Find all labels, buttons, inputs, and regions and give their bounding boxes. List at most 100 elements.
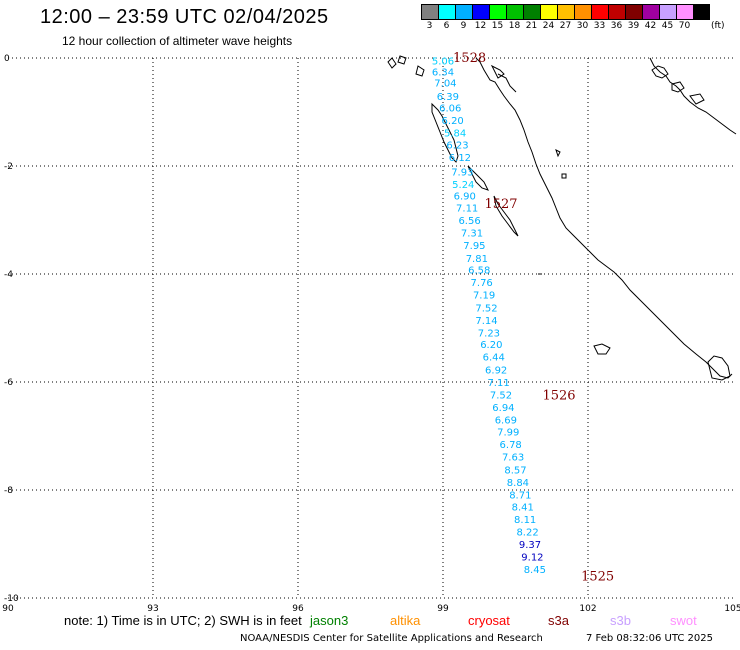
scale-swatch xyxy=(591,4,608,20)
wave-height-label: 6.12 xyxy=(449,153,471,164)
enggano-island xyxy=(593,343,611,355)
wave-height-label: 6.20 xyxy=(442,116,464,127)
wave-height-label: 7.99 xyxy=(497,428,519,439)
wave-height-label: 8.71 xyxy=(509,490,531,501)
scale-tick-label: 30 xyxy=(576,21,589,31)
color-scale-legend: 3 6 9 12 15 18 21 24 27 30 33 36 39 42 45 70 (ft) xyxy=(421,4,725,31)
wave-height-label: 6.78 xyxy=(500,440,522,451)
footer-timestamp: 7 Feb 08:32:06 UTC 2025 xyxy=(586,633,713,644)
wave-height-label: 8.41 xyxy=(512,503,534,514)
southeast-island xyxy=(707,355,731,381)
wave-height-observations: 5.066.347.046.396.066.205.846.236.127.93… xyxy=(432,57,546,576)
chart-title: 12:00 – 23:59 UTC 02/04/2025 xyxy=(40,6,329,28)
wave-height-label: 6.39 xyxy=(437,92,459,103)
wave-height-label: 6.92 xyxy=(485,366,507,377)
satellite-legend-swot: swot xyxy=(670,613,697,628)
wave-height-label: 7.52 xyxy=(490,390,512,401)
scale-tick-label: 45 xyxy=(661,21,674,31)
satellite-legend-altika: altika xyxy=(390,613,421,628)
scale-tick-label: 3 xyxy=(426,21,433,31)
axis-tick-labels: 90 93 96 99 102 105 0 -2 -4 -6 -8 -10 xyxy=(2,54,740,614)
wave-height-label: 6.20 xyxy=(480,340,502,351)
wave-height-label: 6.23 xyxy=(446,140,468,151)
orbit-number-label: 1528 xyxy=(453,51,486,66)
small-island-east-2 xyxy=(561,173,567,179)
wave-height-label: 9.37 xyxy=(519,540,541,551)
chart-subtitle: 12 hour collection of altimeter wave hei… xyxy=(62,34,293,48)
wave-height-label: 7.76 xyxy=(471,278,493,289)
wave-height-label: 6.34 xyxy=(432,68,454,79)
scale-tick-label: 39 xyxy=(627,21,640,31)
scale-tick-label: 36 xyxy=(610,21,623,31)
satellite-legend-s3a: s3a xyxy=(548,613,569,628)
wave-height-label: 8.84 xyxy=(507,478,529,489)
orbit-number-label: 1527 xyxy=(484,197,517,212)
northwest-coast-strip xyxy=(490,64,517,93)
orbit-number-labels: 1528 1527 1526 1525 xyxy=(453,51,614,584)
mentawai-islands xyxy=(467,165,519,237)
wave-height-label: 6.94 xyxy=(492,403,514,414)
satellite-legend-s3b: s3b xyxy=(610,613,631,628)
wave-height-label: 6.56 xyxy=(458,216,480,227)
wave-height-label: 6.44 xyxy=(483,353,505,364)
scale-tick-label: 6 xyxy=(443,21,450,31)
scale-tick-label: 24 xyxy=(542,21,555,31)
scale-tick-label: 12 xyxy=(474,21,487,31)
wave-height-label: 7.23 xyxy=(478,328,500,339)
scale-tick-label: 15 xyxy=(491,21,504,31)
scale-tick-label: 42 xyxy=(644,21,657,31)
scale-swatch xyxy=(421,4,438,20)
scale-tick-label: 70 xyxy=(678,21,691,31)
wave-height-label: 7.93 xyxy=(451,167,473,178)
small-island-east-1 xyxy=(555,149,561,158)
scale-unit-label: (ft) xyxy=(711,21,725,31)
graticule xyxy=(8,57,733,599)
scale-swatch xyxy=(438,4,455,20)
scale-swatch xyxy=(506,4,523,20)
wave-height-label: 7.11 xyxy=(487,378,509,389)
longitude-tick-label: 90 xyxy=(2,604,14,614)
scale-swatch xyxy=(608,4,625,20)
wave-height-label: 8.11 xyxy=(514,515,536,526)
scale-swatch xyxy=(540,4,557,20)
north-islets xyxy=(387,55,425,77)
wave-height-label: 7.31 xyxy=(461,228,483,239)
scale-swatch xyxy=(489,4,506,20)
footer-credit: NOAA/NESDIS Center for Satellite Applica… xyxy=(240,633,543,644)
longitude-tick-label: 93 xyxy=(147,604,158,614)
wave-height-label: 5.24 xyxy=(452,180,474,191)
wave-height-label: 7.19 xyxy=(473,291,495,302)
scale-swatch xyxy=(557,4,574,20)
scale-tick-label: 18 xyxy=(508,21,521,31)
siberut-island xyxy=(431,102,459,163)
scale-tick-label: 27 xyxy=(559,21,572,31)
orbit-number-label: 1525 xyxy=(581,569,614,584)
wave-height-label: 6.90 xyxy=(454,192,476,203)
latitude-tick-label: -2 xyxy=(4,162,13,172)
note-text: note: 1) Time is in UTC; 2) SWH is in fe… xyxy=(64,613,302,628)
scale-swatch xyxy=(693,4,710,20)
wave-height-label: 8.22 xyxy=(516,528,538,539)
sumatra-coastline xyxy=(475,57,733,379)
wave-height-label: 9.12 xyxy=(521,552,543,563)
scale-tick-label: 21 xyxy=(525,21,538,31)
scale-swatch xyxy=(523,4,540,20)
scale-swatch xyxy=(676,4,693,20)
longitude-tick-label: 105 xyxy=(724,604,740,614)
scale-swatch xyxy=(659,4,676,20)
satellite-legend-jason3: jason3 xyxy=(310,613,349,628)
wave-height-label: 6.58 xyxy=(468,266,490,277)
wave-height-label: 5.84 xyxy=(444,129,466,140)
longitude-tick-label: 99 xyxy=(437,604,449,614)
wave-height-label: 6.06 xyxy=(439,104,461,115)
scale-swatch xyxy=(642,4,659,20)
latitude-tick-label: -8 xyxy=(4,486,13,496)
wave-height-label: 6.69 xyxy=(495,415,517,426)
scale-swatch xyxy=(625,4,642,20)
latitude-tick-label: -6 xyxy=(4,378,13,388)
wave-height-label: 7.11 xyxy=(456,204,478,215)
island-cluster-north xyxy=(651,65,705,105)
latitude-tick-label: -10 xyxy=(4,594,19,604)
latitude-tick-label: -4 xyxy=(4,270,13,280)
